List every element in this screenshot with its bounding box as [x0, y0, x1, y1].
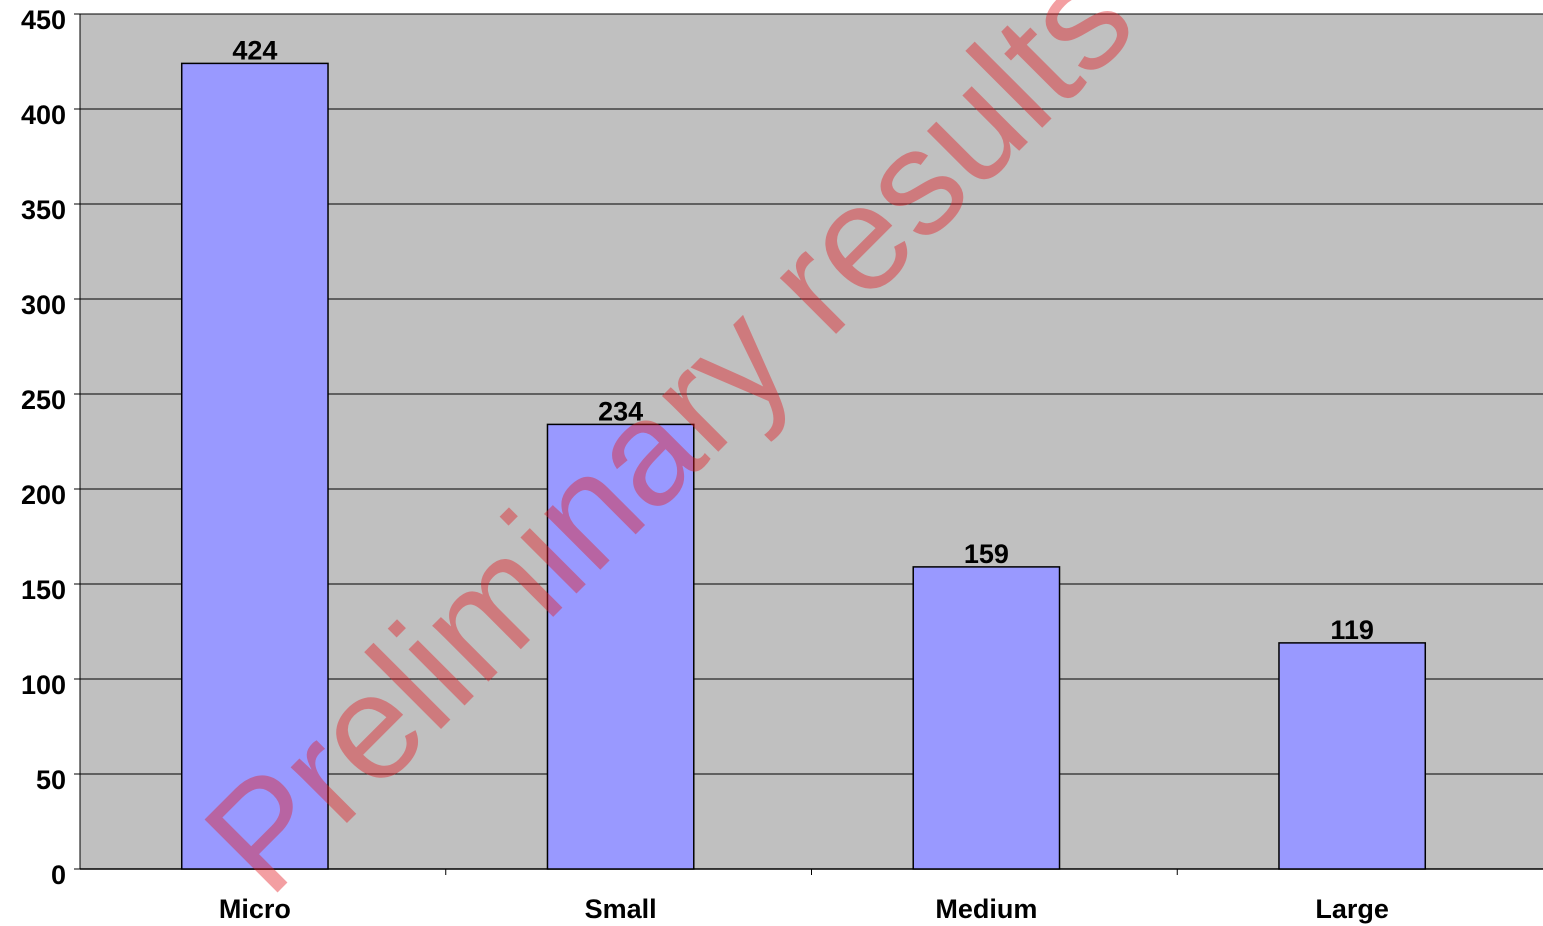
data-labels: 424 234 159 119: [232, 35, 1374, 645]
x-tick-label-medium: Medium: [935, 894, 1037, 924]
x-tick-labels: Micro Small Medium Large: [219, 894, 1389, 924]
y-tick-label: 150: [21, 575, 66, 605]
y-tick-label: 0: [51, 860, 66, 890]
bars: [180, 62, 1427, 870]
bar-medium: [912, 566, 1061, 870]
x-tick-label-micro: Micro: [219, 894, 291, 924]
bar-micro: [180, 62, 329, 870]
data-label-large: 119: [1330, 615, 1374, 645]
y-tick-label: 250: [21, 385, 66, 415]
y-tick-label: 200: [21, 480, 66, 510]
y-tick-labels: 0 50 100 150 200 250 300 350 400 450: [21, 5, 66, 890]
y-tick-label: 350: [21, 195, 66, 225]
bar-large: [1278, 642, 1427, 870]
x-tick-label-small: Small: [585, 894, 657, 924]
y-tick-label: 50: [36, 765, 66, 795]
data-label-small: 234: [598, 396, 643, 426]
x-tick-label-large: Large: [1315, 894, 1389, 924]
y-tick-label: 450: [21, 5, 66, 35]
bar-small: [546, 423, 695, 870]
data-label-micro: 424: [232, 35, 277, 65]
y-tick-label: 100: [21, 670, 66, 700]
y-tick-label: 400: [21, 100, 66, 130]
y-tick-label: 300: [21, 290, 66, 320]
data-label-medium: 159: [964, 539, 1009, 569]
